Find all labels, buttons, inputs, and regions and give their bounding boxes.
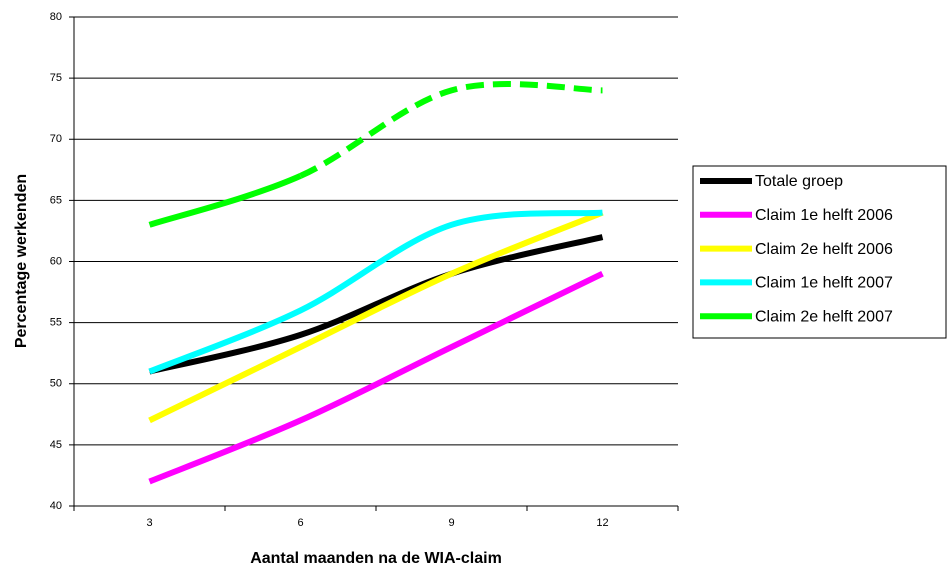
- legend-label: Claim 2e helft 2007: [755, 308, 893, 325]
- y-tick-label: 45: [50, 439, 62, 451]
- y-tick-label: 75: [50, 72, 62, 84]
- series-line: [148, 271, 604, 485]
- series-line: [299, 81, 603, 179]
- x-tick-label: 9: [448, 517, 454, 529]
- y-axis-title: Percentage werkenden: [13, 174, 30, 348]
- y-tick-label: 50: [50, 378, 62, 390]
- legend-label: Claim 2e helft 2006: [755, 241, 893, 258]
- legend-label: Claim 1e helft 2007: [755, 275, 893, 292]
- y-tick-label: 60: [50, 255, 62, 267]
- y-tick-label: 40: [50, 500, 62, 512]
- y-tick-label: 70: [50, 133, 62, 145]
- y-tick-label: 55: [50, 317, 62, 329]
- x-tick-label: 6: [297, 517, 303, 529]
- series-line: [148, 173, 302, 228]
- legend-label: Claim 1e helft 2006: [755, 207, 893, 224]
- legend-box: [692, 165, 947, 339]
- x-tick-label: 12: [596, 517, 608, 529]
- y-tick-label: 65: [50, 194, 62, 206]
- x-axis-title: Aantal maanden na de WIA-claim: [250, 550, 502, 567]
- x-tick-label: 3: [146, 517, 152, 529]
- series-line: [148, 234, 604, 375]
- y-tick-label: 80: [50, 11, 62, 23]
- series-line: [148, 209, 603, 375]
- series-line: [148, 209, 604, 424]
- legend-label: Totale groep: [755, 173, 843, 190]
